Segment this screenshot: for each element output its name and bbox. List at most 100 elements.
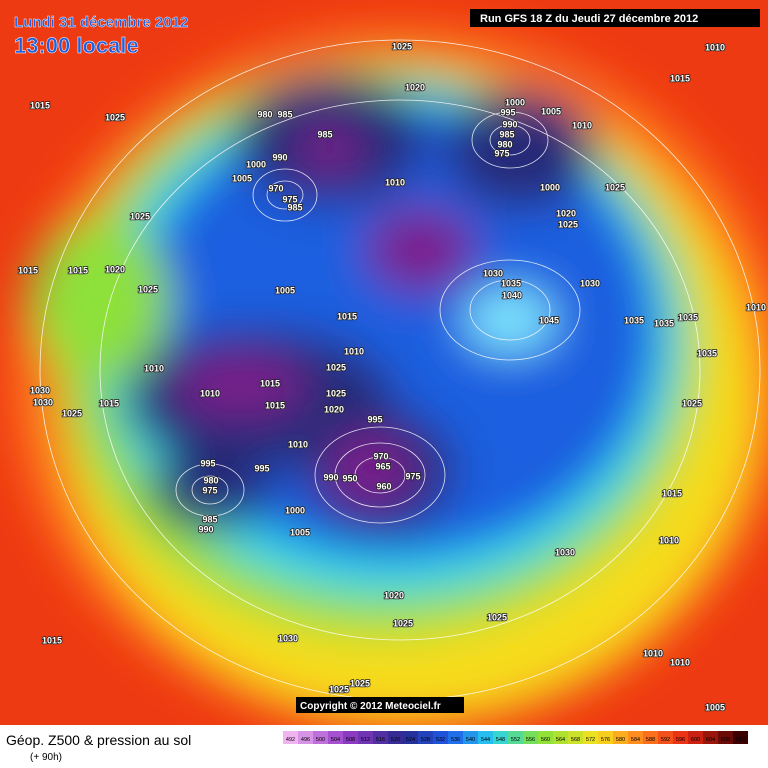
scale-swatch bbox=[523, 731, 538, 744]
scale-swatch bbox=[358, 731, 373, 744]
scale-swatch bbox=[328, 731, 343, 744]
scale-swatch bbox=[283, 731, 298, 744]
isobar-label: 980 bbox=[203, 475, 218, 485]
isobar-label: 1030 bbox=[33, 397, 53, 407]
isobar-label: 980 bbox=[497, 139, 512, 149]
scale-label: 568 bbox=[571, 737, 580, 743]
scale-label: 576 bbox=[601, 737, 610, 743]
isobar-label: 985 bbox=[277, 109, 292, 119]
isobar-label: 970 bbox=[373, 451, 388, 461]
isobar-label: 1045 bbox=[539, 315, 559, 325]
isobar-label: 980 bbox=[257, 109, 272, 119]
scale-swatch bbox=[703, 731, 718, 744]
isobar-label: 1015 bbox=[337, 311, 357, 321]
isobar-label: 995 bbox=[500, 107, 515, 117]
isobar-label: 965 bbox=[375, 461, 390, 471]
isobar-label: 1000 bbox=[285, 505, 305, 515]
isobar-label: 1030 bbox=[555, 547, 575, 557]
scale-swatch bbox=[373, 731, 388, 744]
isobar-label: 1035 bbox=[678, 312, 698, 322]
scale-label: 540 bbox=[466, 737, 475, 743]
isobar-label: 1005 bbox=[232, 173, 252, 183]
scale-swatch bbox=[658, 731, 673, 744]
scale-swatch bbox=[718, 731, 733, 744]
run-info: Run GFS 18 Z du Jeudi 27 décembre 2012 bbox=[480, 13, 698, 25]
isobar-label: 1025 bbox=[350, 678, 370, 688]
isobar-label: 1025 bbox=[558, 219, 578, 229]
isobar-label: 1010 bbox=[344, 346, 364, 356]
isobar-label: 950 bbox=[342, 473, 357, 483]
isobar-label: 1020 bbox=[105, 264, 125, 274]
scale-swatch bbox=[298, 731, 313, 744]
footer-title: Géop. Z500 & pression au sol bbox=[6, 732, 191, 748]
isobar-label: 985 bbox=[202, 514, 217, 524]
scale-label: 532 bbox=[436, 737, 445, 743]
isobar-label: 1010 bbox=[572, 120, 592, 130]
scale-swatch bbox=[463, 731, 478, 744]
scale-swatch bbox=[433, 731, 448, 744]
scale-label: 544 bbox=[481, 737, 490, 743]
scale-swatch bbox=[673, 731, 688, 744]
isobar-label: 1015 bbox=[30, 100, 50, 110]
isobar-label: 1025 bbox=[326, 362, 346, 372]
isobar-label: 970 bbox=[268, 183, 283, 193]
isobar-label: 1010 bbox=[200, 388, 220, 398]
scale-swatch bbox=[448, 731, 463, 744]
isobar-label: 985 bbox=[287, 202, 302, 212]
isobar-label: 1015 bbox=[18, 265, 38, 275]
scale-label: 604 bbox=[706, 737, 715, 743]
isobar-label: 990 bbox=[323, 472, 338, 482]
scale-label: 524 bbox=[406, 737, 415, 743]
isobar-label: 975 bbox=[405, 471, 420, 481]
isobar-label: 1035 bbox=[697, 348, 717, 358]
isobar-label: 1025 bbox=[62, 408, 82, 418]
isobar-label: 1015 bbox=[265, 400, 285, 410]
scale-swatch bbox=[643, 731, 658, 744]
isobar-label: 1030 bbox=[30, 385, 50, 395]
isobar-label: 1020 bbox=[384, 590, 404, 600]
scale-swatch bbox=[493, 731, 508, 744]
scale-label: 520 bbox=[391, 737, 400, 743]
scale-label: 500 bbox=[316, 737, 325, 743]
scale-label: 588 bbox=[646, 737, 655, 743]
isobar-label: 1010 bbox=[705, 42, 725, 52]
scale-swatch bbox=[628, 731, 643, 744]
scale-label: 528 bbox=[421, 737, 430, 743]
isobar-label: 985 bbox=[317, 129, 332, 139]
isobar-label: 985 bbox=[499, 129, 514, 139]
scale-label: 492 bbox=[286, 737, 295, 743]
isobar-label: 1025 bbox=[105, 112, 125, 122]
scale-swatch bbox=[343, 731, 358, 744]
isobar-label: 1010 bbox=[144, 363, 164, 373]
isobar-label: 1020 bbox=[324, 404, 344, 414]
scale-label: 548 bbox=[496, 737, 505, 743]
isobar-label: 1030 bbox=[278, 633, 298, 643]
isobar-label: 990 bbox=[272, 152, 287, 162]
scale-label: 584 bbox=[631, 737, 640, 743]
time: 13:00 locale bbox=[14, 33, 139, 58]
isobar-label: 1005 bbox=[290, 527, 310, 537]
color-scale: 492 496 500 504 508 512 516 520 524 528 532 536 540 5… bbox=[283, 731, 748, 744]
scale-label: 592 bbox=[661, 737, 670, 743]
isobar-label: 995 bbox=[200, 458, 215, 468]
footer-lead: (+ 90h) bbox=[30, 752, 62, 763]
scale-label: 612 bbox=[736, 737, 745, 743]
isobar-label: 1010 bbox=[746, 302, 766, 312]
copyright: Copyright © 2012 Meteociel.fr bbox=[300, 701, 441, 712]
isobar-label: 1015 bbox=[99, 398, 119, 408]
isobar-label: 1005 bbox=[705, 702, 725, 712]
scale-swatch bbox=[733, 731, 748, 744]
scale-label: 556 bbox=[526, 737, 535, 743]
isobar-label: 995 bbox=[367, 414, 382, 424]
isobar-label: 1030 bbox=[580, 278, 600, 288]
scale-label: 596 bbox=[676, 737, 685, 743]
isobar-label: 975 bbox=[202, 485, 217, 495]
isobar-label: 1015 bbox=[260, 378, 280, 388]
isobar-label: 1025 bbox=[682, 398, 702, 408]
isobar-label: 1035 bbox=[654, 318, 674, 328]
isobar-label: 1015 bbox=[42, 635, 62, 645]
